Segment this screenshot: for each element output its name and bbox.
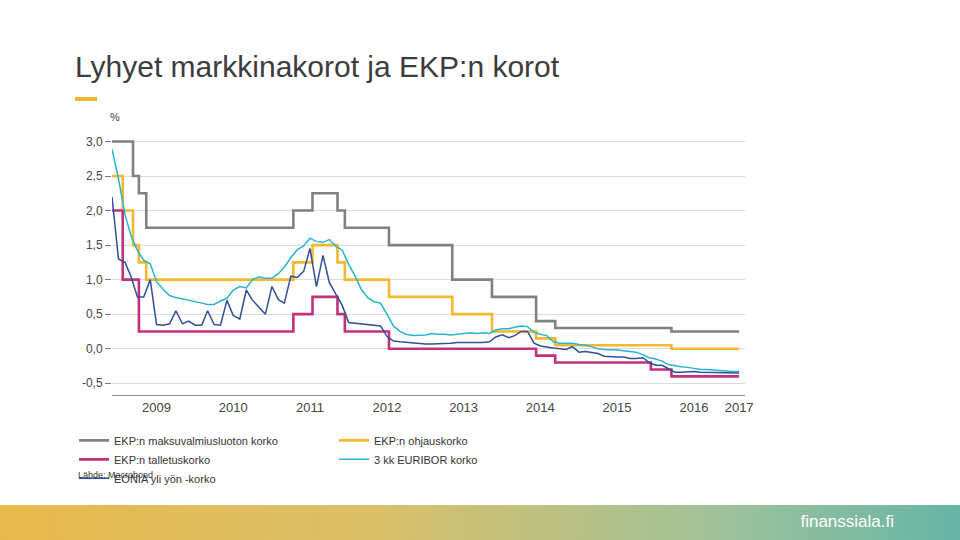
svg-text:2009: 2009 (142, 400, 171, 415)
svg-text:2015: 2015 (603, 400, 632, 415)
svg-text:0,0: 0,0 (86, 342, 103, 356)
svg-text:3 kk EURIBOR korko: 3 kk EURIBOR korko (374, 454, 477, 466)
svg-text:2017: 2017 (725, 400, 754, 415)
svg-text:-0,5: -0,5 (82, 376, 103, 390)
svg-text:0,5: 0,5 (86, 307, 103, 321)
svg-text:2013: 2013 (449, 400, 478, 415)
svg-text:2010: 2010 (219, 400, 248, 415)
svg-text:2012: 2012 (372, 400, 401, 415)
svg-text:2,5: 2,5 (86, 169, 103, 183)
svg-text:1,5: 1,5 (86, 238, 103, 252)
svg-text:EKP:n talletuskorko: EKP:n talletuskorko (114, 454, 210, 466)
svg-text:1,0: 1,0 (86, 273, 103, 287)
svg-text:3,0: 3,0 (86, 135, 103, 149)
svg-text:EKP:n ohjauskorko: EKP:n ohjauskorko (374, 435, 468, 447)
svg-text:2016: 2016 (679, 400, 708, 415)
svg-text:2014: 2014 (526, 400, 555, 415)
svg-text:2,0: 2,0 (86, 204, 103, 218)
svg-text:EKP:n maksuvalmiusluoton korko: EKP:n maksuvalmiusluoton korko (114, 435, 278, 447)
svg-text:2011: 2011 (296, 400, 324, 415)
